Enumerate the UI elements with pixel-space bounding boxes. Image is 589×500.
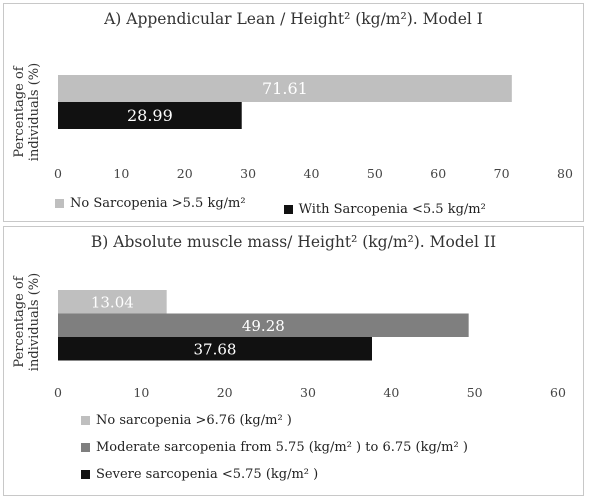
data-label-b-0: 13.04: [91, 293, 134, 311]
y-axis-label-b: Percentage ofindividuals (%): [12, 273, 42, 371]
legend-label: With Sarcopenia <5.5 kg/m²: [298, 202, 486, 217]
x-tick-label-a-10: 10: [113, 166, 129, 181]
x-tick-label-b-50: 50: [467, 385, 483, 400]
legend-label: No Sarcopenia >5.5 kg/m²: [70, 196, 246, 211]
legend-a: No Sarcopenia >5.5 kg/m² With Sarcopenia …: [55, 193, 486, 220]
data-label-a-1: 28.99: [127, 106, 173, 125]
legend-label: Severe sarcopenia <5.75 (kg/m² ): [96, 467, 319, 482]
x-tick-label-a-20: 20: [177, 166, 193, 181]
x-tick-label-a-50: 50: [367, 166, 383, 181]
legend-label: Moderate sarcopenia from 5.75 (kg/m² ) t…: [96, 440, 468, 455]
chart-title-a: A) Appendicular Lean / Height² (kg/m²). …: [104, 10, 483, 28]
x-tick-label-b-30: 30: [300, 385, 316, 400]
legend-swatch: [283, 205, 293, 214]
x-tick-label-b-0: 0: [54, 385, 62, 400]
legend-swatch: [81, 443, 90, 452]
legend-label: No sarcopenia >6.76 (kg/m² ): [96, 413, 292, 428]
data-label-b-1: 49.28: [242, 317, 285, 335]
y-axis-label-a: Percentage ofindividuals (%): [12, 63, 42, 161]
legend-swatch: [81, 470, 90, 479]
bar-b-2: [58, 337, 372, 361]
bar-b-1: [58, 313, 469, 337]
chart-title-b: B) Absolute muscle mass/ Height² (kg/m²)…: [90, 233, 497, 251]
bar-a-1: [58, 102, 242, 129]
legend-item: No Sarcopenia >5.5 kg/m²: [55, 193, 246, 214]
x-tick-label-a-70: 70: [494, 166, 510, 181]
legend-item: With Sarcopenia <5.5 kg/m²: [283, 199, 486, 220]
x-tick-label-b-40: 40: [383, 385, 399, 400]
x-tick-label-b-10: 10: [133, 385, 149, 400]
legend-item: No sarcopenia >6.76 (kg/m² ): [81, 410, 468, 431]
data-label-a-0: 71.61: [262, 79, 308, 98]
bar-b-0: [58, 290, 167, 314]
legend-item: Severe sarcopenia <5.75 (kg/m² ): [81, 464, 468, 485]
legend-swatch: [81, 416, 90, 425]
x-tick-label-a-40: 40: [304, 166, 320, 181]
x-tick-label-b-20: 20: [217, 385, 233, 400]
x-tick-label-a-80: 80: [557, 166, 573, 181]
x-tick-label-a-60: 60: [430, 166, 446, 181]
legend-b: No sarcopenia >6.76 (kg/m² ) Moderate sar…: [81, 410, 468, 485]
legend-item: Moderate sarcopenia from 5.75 (kg/m² ) t…: [81, 437, 468, 458]
x-tick-label-a-30: 30: [240, 166, 256, 181]
x-tick-label-a-0: 0: [54, 166, 62, 181]
x-tick-label-b-60: 60: [550, 385, 566, 400]
chart-panel-b: B) Absolute muscle mass/ Height² (kg/m²)…: [3, 226, 584, 496]
data-label-b-2: 37.68: [194, 340, 237, 358]
legend-swatch: [55, 199, 64, 208]
bar-a-0: [58, 75, 512, 102]
